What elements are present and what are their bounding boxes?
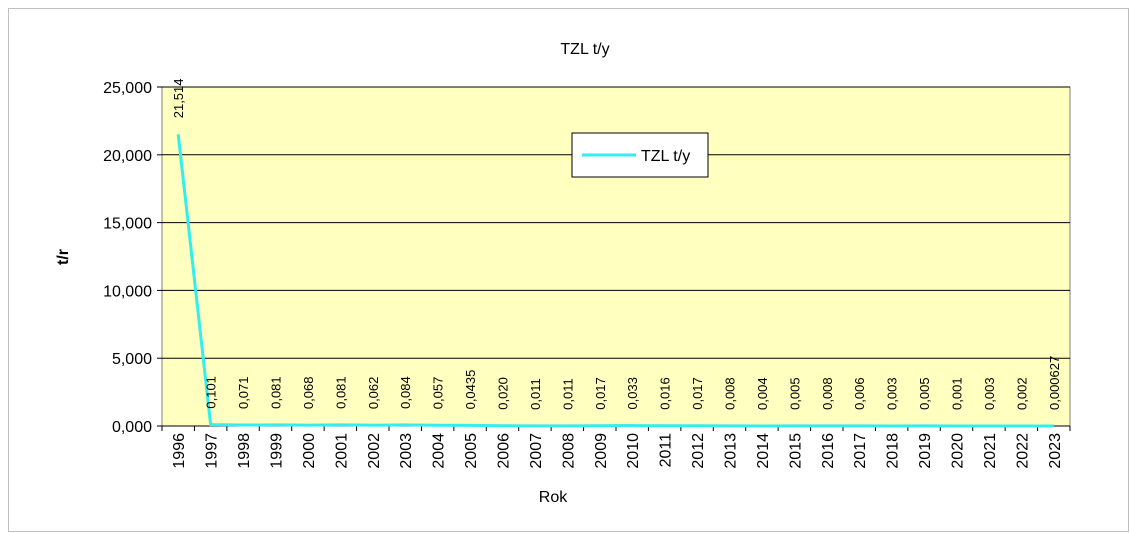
data-label: 0,011 xyxy=(528,378,543,410)
x-tick-label: 2005 xyxy=(463,433,480,469)
data-label: 0,006 xyxy=(852,377,867,410)
x-tick-label: 2002 xyxy=(366,433,383,469)
x-tick-label: 2007 xyxy=(528,433,545,469)
x-tick-label: 2020 xyxy=(950,433,967,469)
x-tick-label: 2023 xyxy=(1047,433,1064,469)
x-tick-label: 2014 xyxy=(755,433,772,469)
data-label: 0,071 xyxy=(236,376,251,409)
chart-title: TZL t/y xyxy=(560,41,609,58)
x-tick-label: 1996 xyxy=(171,433,188,469)
data-label: 0,004 xyxy=(755,377,770,410)
x-tick-label: 2011 xyxy=(658,433,675,468)
x-tick-label: 2001 xyxy=(333,433,350,469)
y-tick-label: 0,000 xyxy=(112,419,152,436)
data-label: 0,016 xyxy=(658,377,673,410)
data-label: 0,005 xyxy=(917,377,932,410)
data-label: 0,000627 xyxy=(1047,356,1062,410)
x-tick-label: 2016 xyxy=(820,433,837,469)
x-tick-label: 2013 xyxy=(723,433,740,469)
data-label: 0,057 xyxy=(431,377,446,410)
x-tick-label: 2008 xyxy=(560,433,577,469)
data-label: 0,062 xyxy=(366,377,381,410)
data-label: 0,017 xyxy=(593,377,608,410)
x-tick-label: 2003 xyxy=(398,433,415,469)
data-label: 0,101 xyxy=(204,376,219,409)
x-tick-label: 2017 xyxy=(852,433,869,469)
data-label: 0,0435 xyxy=(463,370,478,410)
data-label: 0,002 xyxy=(1014,377,1029,410)
x-tick-label: 1998 xyxy=(236,433,253,469)
data-label: 0,081 xyxy=(333,376,348,409)
x-tick-label: 2021 xyxy=(982,433,999,469)
x-tick-label: 2004 xyxy=(431,433,448,469)
y-tick-label: 25,000 xyxy=(103,80,152,97)
data-label: 0,020 xyxy=(496,377,511,410)
data-label: 0,008 xyxy=(820,377,835,410)
data-label: 0,011 xyxy=(560,378,575,410)
x-tick-label: 2015 xyxy=(787,433,804,469)
y-tick-label: 20,000 xyxy=(103,148,152,165)
x-tick-label: 2010 xyxy=(625,433,642,469)
x-tick-label: 2012 xyxy=(690,433,707,469)
data-label: 0,033 xyxy=(625,377,640,410)
data-label: 0,084 xyxy=(398,376,413,409)
data-label: 21,514 xyxy=(171,79,186,119)
x-tick-label: 2022 xyxy=(1014,433,1031,469)
y-tick-label: 10,000 xyxy=(103,283,152,300)
legend-label: TZL t/y xyxy=(641,148,690,165)
x-tick-label: 2009 xyxy=(593,433,610,469)
data-label: 0,001 xyxy=(950,377,965,410)
data-label: 0,081 xyxy=(269,376,284,409)
data-label: 0,003 xyxy=(982,377,997,410)
x-tick-label: 1999 xyxy=(269,433,286,469)
data-label: 0,008 xyxy=(723,377,738,410)
data-label: 0,017 xyxy=(690,377,705,410)
x-tick-label: 2006 xyxy=(496,433,513,469)
data-label: 0,005 xyxy=(787,377,802,410)
x-axis-label: Rok xyxy=(539,489,568,506)
x-tick-label: 2018 xyxy=(885,433,902,469)
y-axis-label: t/r xyxy=(55,249,72,265)
line xyxy=(176,134,1054,428)
x-tick-label: 2019 xyxy=(917,433,934,469)
data-label: 0,068 xyxy=(301,377,316,410)
x-tick-label: 2000 xyxy=(301,433,318,469)
x-tick-label: 1997 xyxy=(204,433,221,469)
y-tick-label: 15,000 xyxy=(103,216,152,233)
y-tick-label: 5,000 xyxy=(112,351,152,368)
data-label: 0,003 xyxy=(885,377,900,410)
